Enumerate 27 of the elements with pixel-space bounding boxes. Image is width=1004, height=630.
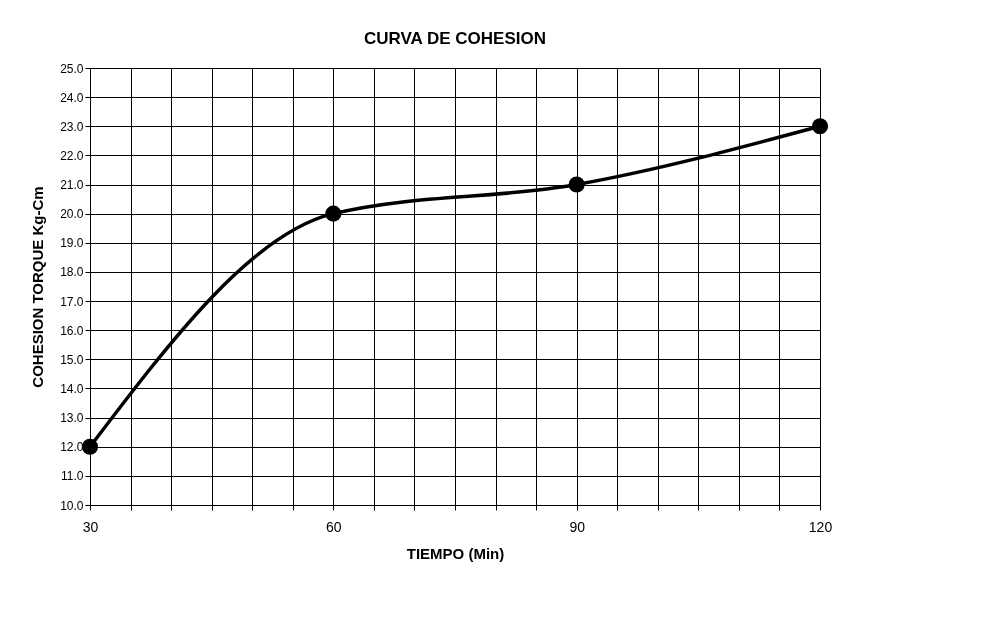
y-tick-label: 13.0 [60, 411, 84, 426]
point [81, 438, 99, 455]
y-tick-label: 14.0 [60, 381, 84, 396]
x-tick-label: 120 [808, 518, 833, 535]
y-tick-label: 18.0 [60, 265, 84, 280]
y-tick-label: 21.0 [60, 178, 84, 193]
y-tick-label: 10.0 [60, 498, 84, 513]
x-axis-title: TIEMPO (Min) [406, 544, 505, 562]
y-tick-label: 12.0 [60, 440, 84, 455]
y-tick-label: 17.0 [60, 294, 84, 309]
y-tick-label: 22.0 [60, 148, 84, 163]
y-tick-label: 19.0 [60, 236, 84, 251]
x-tick-label: 60 [326, 518, 342, 535]
y-axis-title: COHESION TORQUE Kg-Cm [29, 186, 47, 388]
y-tick-label: 24.0 [60, 90, 84, 105]
y-tick-label: 25.0 [60, 61, 84, 76]
y-tick-label: 23.0 [60, 119, 84, 134]
x-tick-label: 90 [569, 518, 586, 535]
chart-title: CURVA DE COHESION [364, 29, 546, 48]
point [325, 205, 342, 222]
y-tick-label: 15.0 [60, 352, 84, 367]
point [568, 176, 585, 193]
y-tick-label: 20.0 [60, 207, 84, 222]
y-tick-label: 11.0 [61, 469, 84, 484]
x-tick-label: 30 [82, 518, 99, 535]
y-tick-label: 16.0 [60, 323, 84, 338]
point [811, 118, 829, 135]
